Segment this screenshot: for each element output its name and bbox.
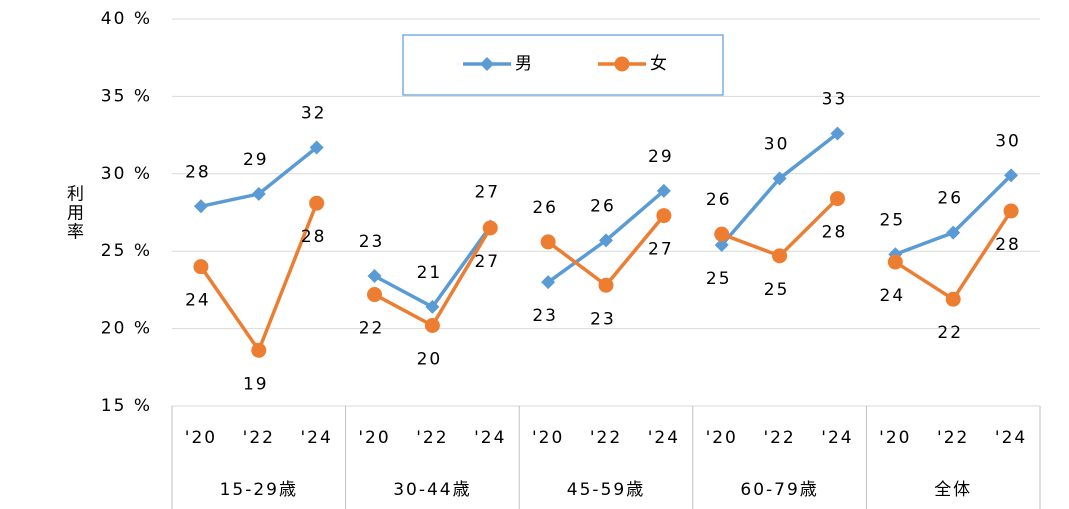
y-tick-label: 20 %	[101, 319, 152, 339]
x-tick-label: '22	[243, 428, 275, 448]
data-point	[193, 259, 209, 275]
x-tick-label: '20	[358, 428, 390, 448]
x-tick-label: '24	[995, 428, 1027, 448]
data-label: 27	[474, 182, 500, 202]
data-point	[598, 277, 614, 293]
y-tick-label: 25 %	[101, 241, 152, 261]
x-tick-label: '24	[474, 428, 506, 448]
y-tick-label: 35 %	[101, 86, 152, 106]
data-label: 24	[880, 286, 906, 306]
x-tick-label: '22	[416, 428, 448, 448]
data-point	[945, 291, 961, 307]
data-point	[946, 225, 961, 240]
data-label: 28	[822, 223, 848, 243]
group-label: 30-44歳	[393, 480, 471, 500]
data-point	[656, 208, 672, 224]
data-point	[309, 140, 324, 155]
data-point	[251, 342, 267, 358]
data-label: 26	[706, 190, 732, 210]
data-point	[772, 171, 787, 186]
data-label: 24	[185, 291, 211, 311]
data-label: 29	[648, 147, 674, 167]
x-tick-label: '20	[706, 428, 738, 448]
data-label: 27	[474, 252, 500, 272]
data-label: 19	[243, 374, 269, 394]
data-label: 25	[764, 280, 790, 300]
data-point	[829, 191, 845, 207]
data-label: 21	[417, 263, 443, 283]
data-point	[540, 234, 556, 250]
y-tick-label: 40 %	[101, 9, 152, 29]
data-label: 30	[764, 134, 790, 154]
data-label: 27	[648, 240, 674, 260]
data-label: 23	[532, 306, 558, 326]
x-tick-label: '22	[590, 428, 622, 448]
data-point	[482, 220, 498, 236]
x-tick-label: '22	[937, 428, 969, 448]
data-point	[1004, 168, 1019, 183]
data-label: 23	[590, 309, 616, 329]
x-tick-label: '24	[648, 428, 680, 448]
series-line	[547, 214, 666, 288]
data-label: 30	[995, 131, 1021, 151]
data-point	[424, 318, 440, 334]
data-point	[251, 186, 266, 201]
data-point	[714, 238, 729, 253]
data-label: 20	[417, 350, 443, 370]
data-point	[1003, 203, 1019, 219]
group-label: 45-59歳	[567, 480, 645, 500]
x-tick-label: '20	[532, 428, 564, 448]
data-label: 23	[359, 232, 385, 252]
x-tick-label: '20	[879, 428, 911, 448]
data-point	[830, 126, 845, 141]
data-label: 22	[937, 323, 963, 343]
y-tick-label: 30 %	[101, 164, 152, 184]
data-point	[425, 299, 440, 314]
series-line	[894, 209, 1013, 301]
data-label: 22	[359, 319, 385, 339]
group-label: 全体	[934, 480, 972, 500]
legend-label: 女	[650, 54, 669, 74]
data-point	[772, 248, 788, 264]
data-label: 26	[590, 196, 616, 216]
legend-marker	[614, 56, 630, 72]
legend-box	[402, 34, 724, 96]
group-label: 60-79歳	[740, 480, 818, 500]
data-point	[367, 287, 383, 303]
data-point	[714, 226, 730, 242]
data-point	[309, 195, 325, 211]
data-point	[599, 233, 613, 248]
data-label: 33	[822, 90, 848, 110]
data-label: 28	[301, 227, 327, 247]
data-point	[367, 268, 382, 283]
legend-marker	[480, 57, 494, 71]
data-point	[193, 199, 208, 214]
x-tick-label: '24	[821, 428, 853, 448]
data-label: 28	[185, 162, 211, 182]
data-label: 29	[243, 150, 269, 170]
x-tick-label: '22	[763, 428, 795, 448]
x-tick-label: '20	[185, 428, 217, 448]
data-point	[541, 275, 556, 290]
y-tick-label: 15 %	[101, 396, 152, 416]
data-label: 26	[937, 189, 963, 209]
series-line	[894, 174, 1013, 256]
x-tick-label: '24	[301, 428, 333, 448]
data-point	[887, 254, 903, 270]
data-label: 25	[706, 269, 732, 289]
data-point	[656, 183, 671, 198]
group-label: 15-29歳	[220, 480, 298, 500]
data-label: 26	[532, 198, 558, 218]
data-label: 32	[301, 103, 327, 123]
data-label: 25	[880, 210, 906, 230]
legend-label: 男	[515, 54, 534, 74]
data-label: 28	[995, 235, 1021, 255]
y-axis-label: 利用率	[63, 184, 84, 241]
